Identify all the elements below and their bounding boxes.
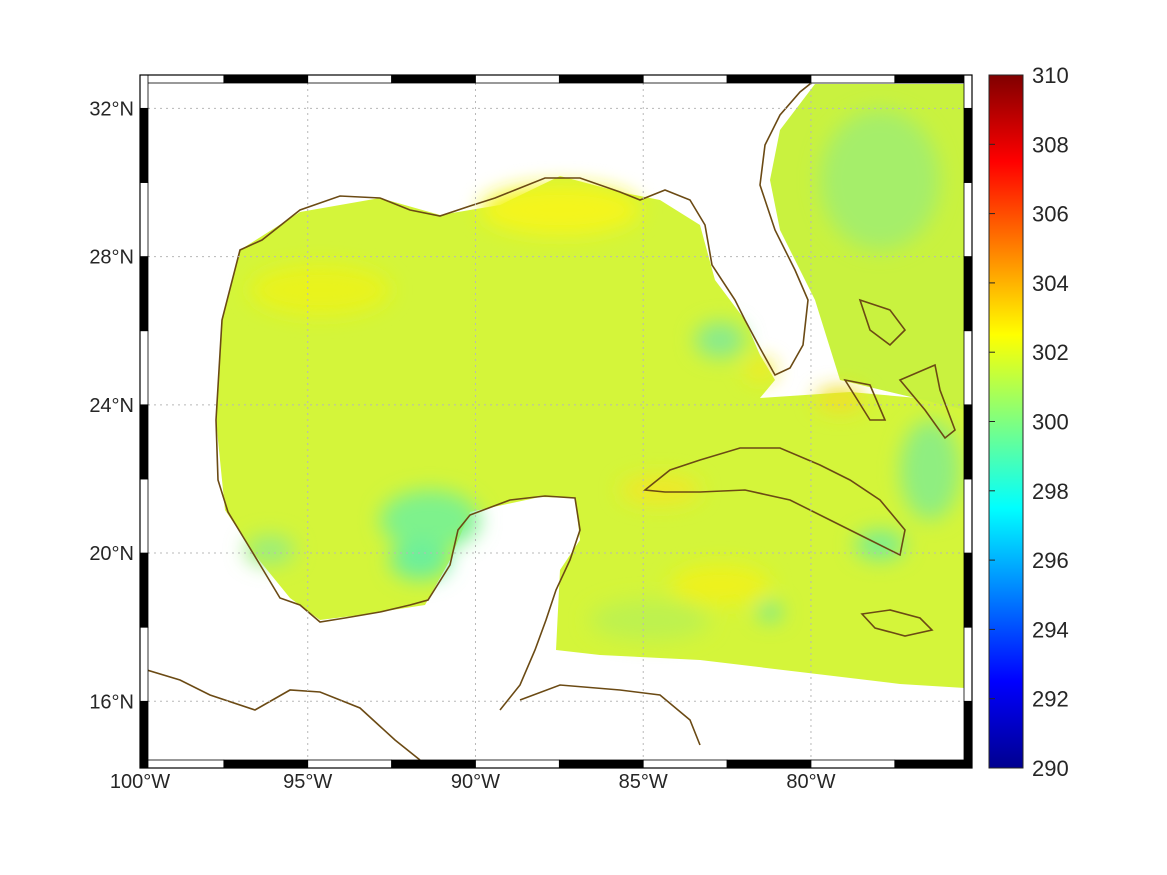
frame-segment-right <box>963 256 973 332</box>
frame-segment-bottom <box>642 759 728 769</box>
frame-segment-right <box>963 107 973 183</box>
frame-segment-bottom <box>391 759 476 769</box>
lat-tick-label: 28°N <box>89 247 134 269</box>
lon-tick-label: 80°W <box>786 771 835 793</box>
ocean-field-layer <box>216 84 965 688</box>
cuba-coast <box>642 447 906 557</box>
frame-segment-left <box>139 700 149 769</box>
frame-segment-right <box>963 552 973 628</box>
lat-tick-label: 16°N <box>89 691 134 713</box>
jamaica-coast <box>860 609 934 637</box>
frame-segment-top <box>726 74 812 84</box>
frame-segment-right <box>963 478 973 554</box>
frame-segment-top <box>139 74 225 84</box>
frame-segment-left <box>139 404 149 480</box>
colorbar-tick-label: 296 <box>1032 548 1069 573</box>
frame-segment-bottom <box>139 759 225 769</box>
frame-segment-left <box>139 182 149 257</box>
colorbar-tick-label: 304 <box>1032 271 1069 296</box>
field-variation <box>245 110 960 640</box>
lat-tick-label: 32°N <box>89 98 134 120</box>
lon-tick-labels: 100°W 95°W 90°W 85°W 80°W <box>110 771 836 793</box>
frame-segment-right <box>963 404 973 480</box>
colorbar-tick-label: 292 <box>1032 687 1069 712</box>
frame-segment-right <box>963 626 973 702</box>
frame-segment-right <box>963 330 973 406</box>
frame-segment-bottom <box>475 759 560 769</box>
frame-segment-left <box>139 626 149 702</box>
map-frame <box>139 74 973 769</box>
frame-segment-left <box>139 74 149 109</box>
frame-segment-top <box>810 74 896 84</box>
frame-outline <box>139 74 973 769</box>
colorbar-tick-label: 302 <box>1032 340 1069 365</box>
colorbar: 310 308 306 304 302 300 298 296 294 292 290 <box>988 63 1069 781</box>
colorbar-tick-label: 294 <box>1032 617 1069 642</box>
frame-segment-top <box>307 74 393 84</box>
coastlines <box>147 82 956 760</box>
frame-segment-left <box>139 478 149 554</box>
lat-tick-labels: 16°N 20°N 24°N 28°N 32°N <box>89 98 134 713</box>
mexico-east-coast <box>215 419 581 711</box>
colorbar-tick-labels: 310 308 306 304 302 300 298 296 294 292 290 <box>989 63 1069 781</box>
frame-segment-left <box>139 107 149 183</box>
colorbar-tick-label: 310 <box>1032 63 1069 88</box>
lon-tick-label: 85°W <box>619 771 668 793</box>
lon-tick-label: 100°W <box>110 771 170 793</box>
frame-segment-bottom <box>223 759 309 769</box>
frame-segment-top <box>558 74 644 84</box>
sst-field <box>216 84 965 688</box>
colorbar-tick-label: 308 <box>1032 132 1069 157</box>
frame-segment-top <box>391 74 476 84</box>
lat-tick-label: 20°N <box>89 543 134 565</box>
colorbar-tick-label: 300 <box>1032 410 1069 435</box>
frame-segment-top <box>642 74 728 84</box>
central-america-coast <box>147 669 421 760</box>
frame-segment-bottom <box>894 759 973 769</box>
frame-segment-right <box>963 700 973 769</box>
lon-tick-label: 95°W <box>283 771 332 793</box>
frame-segment-top <box>475 74 560 84</box>
us-gulf-coast <box>215 82 814 421</box>
colorbar-tick-label: 290 <box>1032 756 1069 781</box>
lon-tick-label: 90°W <box>451 771 500 793</box>
frame-segment-left <box>139 256 149 332</box>
frame-segment-right <box>963 74 973 109</box>
frame-segment-bottom <box>307 759 393 769</box>
lat-tick-label: 24°N <box>89 395 134 417</box>
colorbar-tick-label: 306 <box>1032 202 1069 227</box>
frame-segment-top <box>223 74 309 84</box>
bahamas-coast <box>843 298 956 440</box>
frame-segment-left <box>139 552 149 628</box>
colorbar-tick-label: 298 <box>1032 479 1069 504</box>
frame-segment-right <box>963 182 973 257</box>
honduras-coast <box>519 684 701 746</box>
frame-segment-bottom <box>558 759 644 769</box>
frame-segment-bottom <box>810 759 896 769</box>
frame-segment-top <box>894 74 973 84</box>
frame-segment-left <box>139 330 149 406</box>
frame-segment-bottom <box>726 759 812 769</box>
